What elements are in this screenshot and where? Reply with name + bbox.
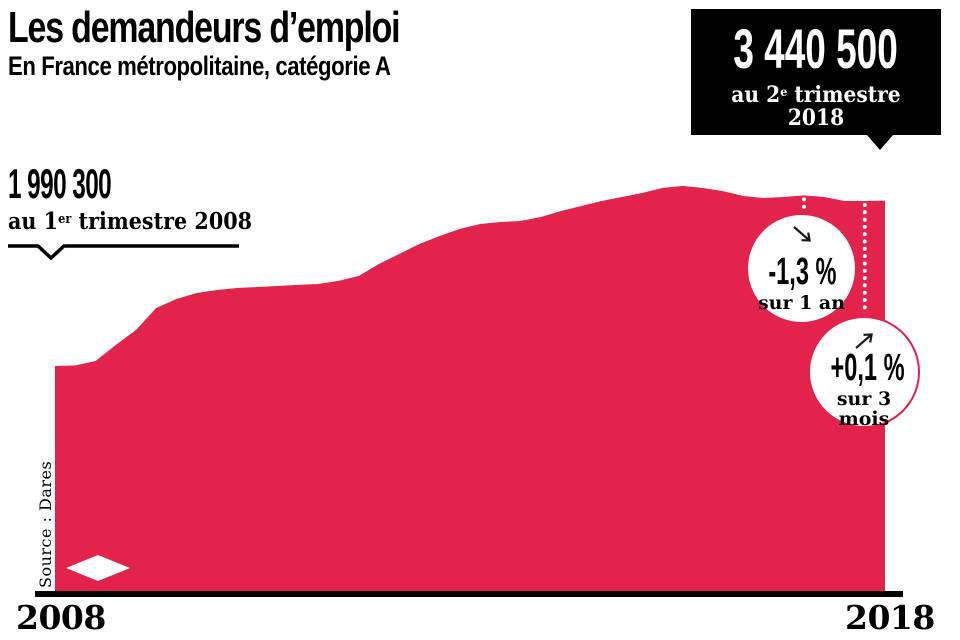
badge-label: sur 3 mois: [836, 388, 892, 430]
end-value: 3 440 500: [733, 17, 899, 80]
badge-change-three-months: +0,1 % sur 3 mois: [808, 316, 920, 430]
badge-value: -1,3 %: [768, 251, 837, 293]
page-title: Les demandeurs d’emploi: [8, 3, 401, 52]
arrow-up-right-icon: [855, 333, 873, 349]
source-credit: Source : Dares: [36, 460, 55, 588]
ordinal-superscript: e: [780, 84, 788, 99]
end-value-callout: 3 440 500 au 2e trimestre 2018: [691, 9, 941, 150]
area-series: [55, 185, 885, 593]
badge-label: sur 1 an: [757, 292, 846, 314]
end-period: au 2e trimestre 2018: [731, 82, 901, 132]
badge-value: +0,1 %: [830, 347, 905, 389]
ordinal-superscript: er: [58, 210, 72, 226]
x-tick-end: 2018: [845, 598, 935, 637]
start-value-callout: 1 990 300 au 1er trimestre 2008: [8, 163, 279, 234]
header: Les demandeurs d’emploi En France métrop…: [8, 6, 516, 80]
arrow-down-right-icon: [793, 226, 811, 242]
end-callout-pointer: [867, 135, 893, 150]
page-subtitle: En France métropolitaine, catégorie A: [8, 51, 391, 81]
x-axis-line: [35, 591, 903, 597]
badge-change-one-year: -1,3 % sur 1 an: [748, 215, 855, 322]
start-period: au 1er trimestre 2008: [8, 208, 253, 235]
start-value: 1 990 300: [8, 160, 112, 207]
diamond-logo-icon: [66, 555, 130, 581]
x-tick-start: 2008: [16, 598, 106, 637]
start-callout-pointer: [8, 244, 239, 261]
